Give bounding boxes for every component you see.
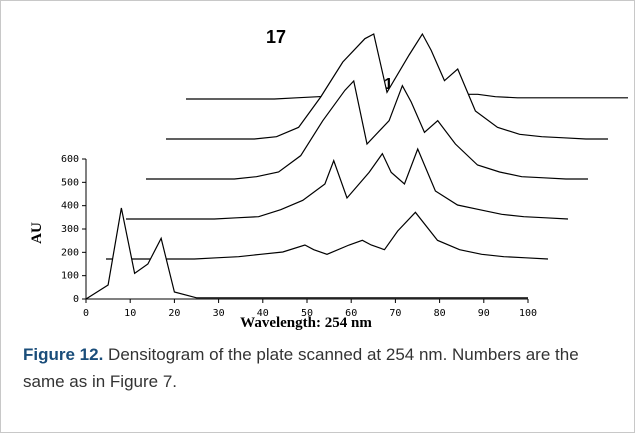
x-tick-label: 100 <box>519 308 537 319</box>
y-tick-label: 100 <box>61 271 79 282</box>
trace <box>146 79 588 180</box>
x-tick-label: 20 <box>168 308 180 319</box>
trace <box>126 147 569 220</box>
trace-fill <box>126 149 568 219</box>
y-tick-label: 300 <box>61 224 79 235</box>
annotation: 17 <box>266 27 286 47</box>
trace <box>85 207 528 300</box>
y-axis-label: AU <box>29 222 45 244</box>
y-tick-label: 400 <box>61 201 79 212</box>
caption-text: Densitogram of the plate scanned at 254 … <box>23 345 579 391</box>
x-axis-label: Wavelength: 254 nm <box>240 315 372 331</box>
chart: 17 18 Wavelength: 254 nm AU 010203040506… <box>29 27 628 331</box>
trace-fill <box>106 212 548 259</box>
x-tick-label: 10 <box>124 308 136 319</box>
y-tick-label: 600 <box>61 154 79 165</box>
trace-fill <box>146 81 588 179</box>
trace <box>106 211 549 260</box>
x-tick-label: 70 <box>389 308 401 319</box>
trace-fill <box>86 208 528 299</box>
x-tick-label: 80 <box>434 308 446 319</box>
caption: Figure 12. Densitogram of the plate scan… <box>23 341 613 395</box>
x-tick-label: 0 <box>83 308 89 319</box>
x-tick-label: 60 <box>345 308 357 319</box>
x-tick-label: 30 <box>213 308 225 319</box>
y-tick-label: 200 <box>61 247 79 258</box>
y-tick-label: 0 <box>73 294 79 305</box>
x-tick-label: 90 <box>478 308 490 319</box>
x-tick-label: 50 <box>301 308 313 319</box>
caption-label: Figure 12. <box>23 345 104 364</box>
trace <box>166 32 608 140</box>
y-tick-label: 500 <box>61 177 79 188</box>
trace-fill <box>166 34 608 139</box>
x-tick-label: 40 <box>257 308 269 319</box>
